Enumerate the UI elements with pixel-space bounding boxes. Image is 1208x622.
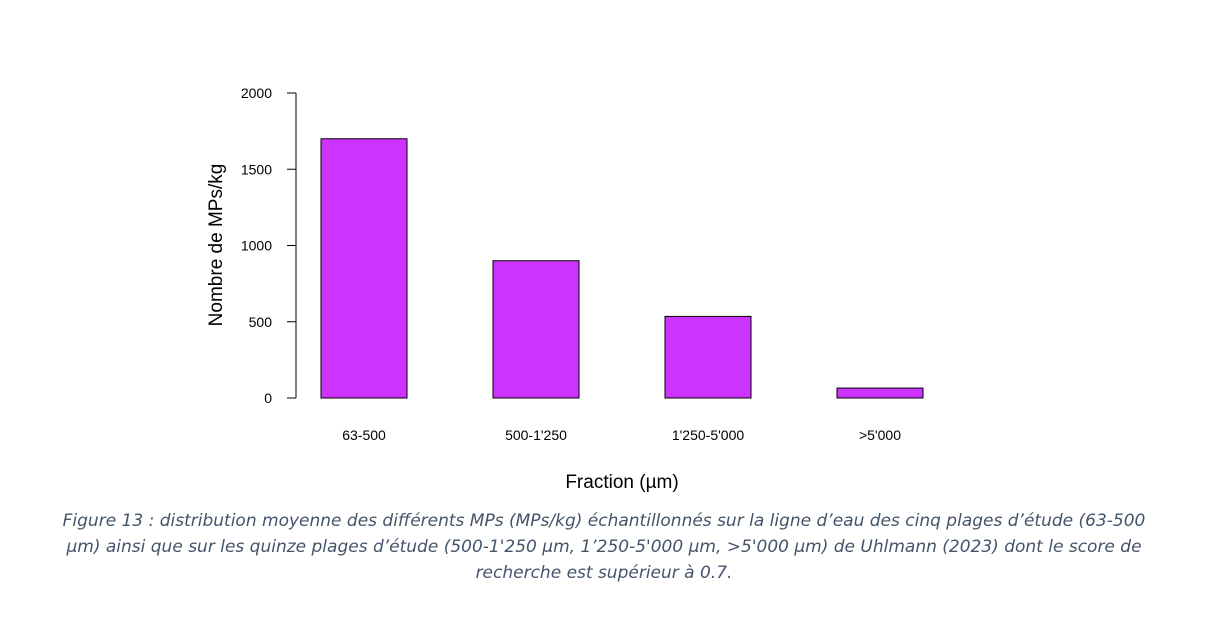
x-tick-label: 1'250-5'000 [672, 427, 745, 443]
y-axis-label: Nombre de MPs/kg [206, 164, 227, 327]
y-tick-label: 2000 [241, 85, 272, 101]
x-tick-labels: 63-500 500-1'250 1'250-5'000 >5'000 [342, 427, 901, 443]
bar [836, 387, 924, 399]
y-tick-label: 500 [249, 314, 273, 330]
y-tick-label: 1500 [241, 161, 272, 177]
x-tick-label: 63-500 [342, 427, 386, 443]
bar-chart: 0 500 1000 1500 2000 63-500 500-1'250 1'250-5'… [206, 85, 924, 493]
x-tick-label: >5'000 [859, 427, 901, 443]
y-tick-label: 1000 [241, 238, 272, 254]
bar [320, 138, 408, 399]
bar [492, 260, 580, 399]
x-axis-label: Fraction (µm) [565, 472, 678, 493]
y-tick-label: 0 [264, 390, 272, 406]
x-tick-label: 500-1'250 [505, 427, 567, 443]
bar [664, 315, 752, 399]
bars [320, 138, 924, 399]
y-axis: 0 500 1000 1500 2000 [241, 85, 297, 406]
figure-caption: Figure 13 : distribution moyenne des dif… [62, 511, 1146, 583]
